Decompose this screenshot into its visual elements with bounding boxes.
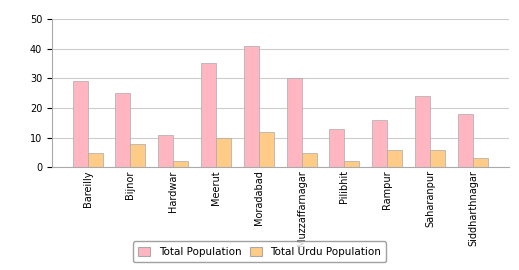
Bar xyxy=(345,161,360,167)
Bar xyxy=(415,96,430,167)
Bar xyxy=(158,135,173,167)
Bar xyxy=(473,158,488,167)
Bar xyxy=(130,144,145,167)
Bar xyxy=(458,114,473,167)
Bar xyxy=(430,150,445,167)
Bar xyxy=(201,63,216,167)
Bar xyxy=(73,81,88,167)
Bar xyxy=(115,93,130,167)
Bar xyxy=(387,150,402,167)
Legend: Total Population, Total Urdu Population: Total Population, Total Urdu Population xyxy=(132,241,387,262)
Bar xyxy=(244,46,259,167)
Bar xyxy=(216,138,231,167)
Bar xyxy=(88,153,103,167)
Bar xyxy=(286,78,302,167)
Bar xyxy=(302,153,317,167)
Bar xyxy=(372,120,387,167)
Bar xyxy=(173,161,188,167)
Bar xyxy=(330,129,345,167)
Bar xyxy=(259,132,274,167)
